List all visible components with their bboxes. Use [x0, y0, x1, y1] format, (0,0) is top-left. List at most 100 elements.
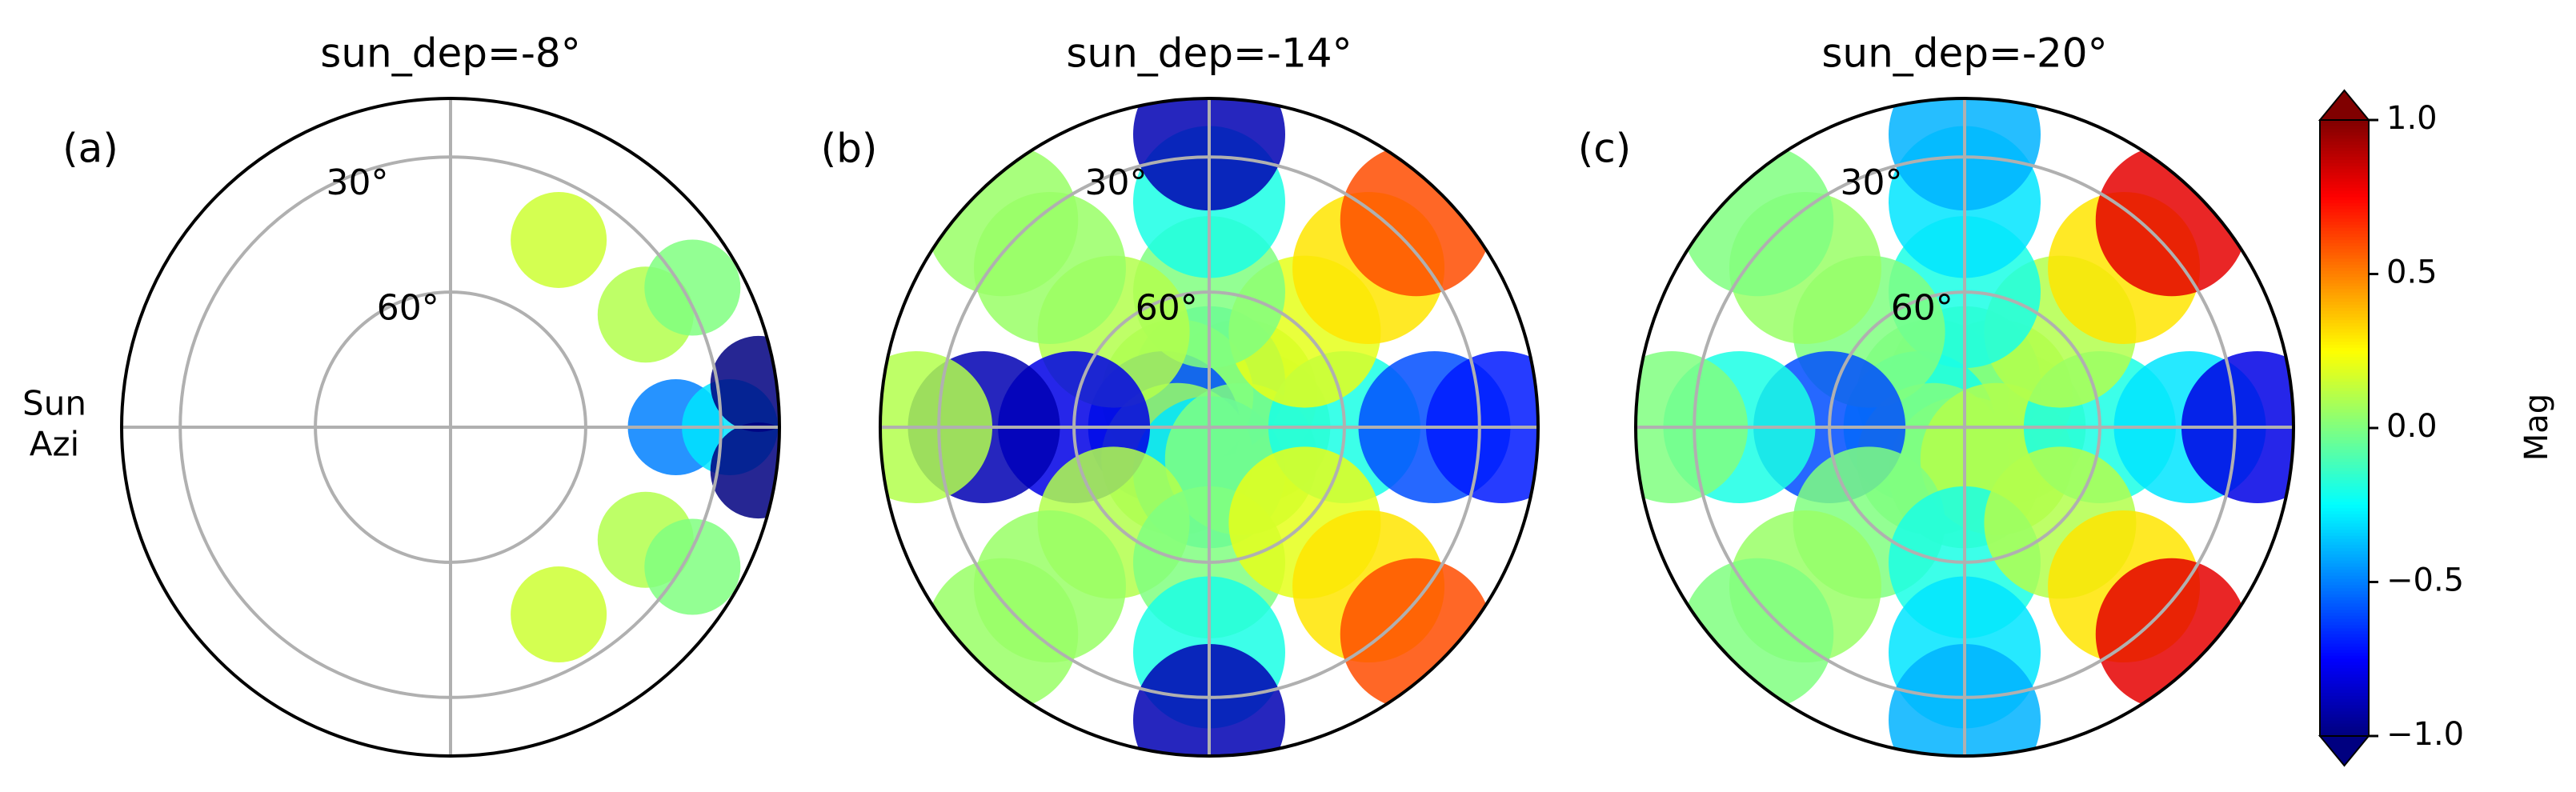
- panel-title: sun_dep=-14°: [1066, 30, 1352, 77]
- colorbar-slice: [2320, 390, 2369, 395]
- colorbar-slice: [2320, 194, 2369, 198]
- data-cell: [1340, 144, 1492, 297]
- colorbar-slice: [2320, 243, 2369, 247]
- colorbar-tick-label: 0.0: [2386, 408, 2438, 445]
- colorbar-extend-max: [2318, 89, 2371, 121]
- colorbar-slice: [2320, 468, 2369, 472]
- colorbar-slice: [2320, 215, 2369, 220]
- colorbar-slice: [2320, 480, 2369, 485]
- colorbar-slice: [2320, 437, 2369, 442]
- colorbar-slice: [2320, 264, 2369, 269]
- colorbar-slice: [2320, 258, 2369, 263]
- colorbar-slice: [2320, 603, 2369, 608]
- colorbar-slice: [2320, 671, 2369, 675]
- colorbar-slice: [2320, 646, 2369, 651]
- colorbar-slice: [2320, 249, 2369, 254]
- colorbar-slice: [2320, 637, 2369, 642]
- colorbar-slice: [2320, 486, 2369, 490]
- colorbar-slice: [2320, 495, 2369, 500]
- colorbar-slice: [2320, 508, 2369, 512]
- colorbar-slice: [2320, 693, 2369, 697]
- colorbar-slice: [2320, 369, 2369, 374]
- r-tick-label: 60°: [377, 287, 439, 328]
- colorbar-slice: [2320, 615, 2369, 620]
- colorbar-slice: [2320, 230, 2369, 235]
- colorbar-slice: [2320, 418, 2369, 423]
- colorbar-slice: [2320, 570, 2369, 574]
- colorbar-slice: [2320, 141, 2369, 146]
- r-tick-label: 60°: [1136, 287, 1198, 328]
- colorbar-slice: [2320, 160, 2369, 164]
- colorbar-slice: [2320, 135, 2369, 140]
- colorbar-slice: [2320, 514, 2369, 518]
- colorbar-slice: [2320, 591, 2369, 595]
- colorbar-slice: [2320, 307, 2369, 312]
- colorbar-slice: [2320, 640, 2369, 645]
- colorbar-slice: [2320, 520, 2369, 525]
- colorbar-slice: [2320, 726, 2369, 731]
- colorbar-slice: [2320, 502, 2369, 506]
- data-cell: [1681, 558, 1834, 710]
- colorbar-slice: [2320, 470, 2369, 475]
- colorbar-slice: [2320, 452, 2369, 457]
- polar-data: [511, 191, 779, 663]
- colorbar-slice: [2320, 187, 2369, 192]
- colorbar-slice: [2320, 378, 2369, 383]
- polar-frame: [879, 97, 1540, 758]
- colorbar-slice: [2320, 292, 2369, 297]
- colorbar-slice: [2320, 505, 2369, 510]
- colorbar-slice: [2320, 662, 2369, 666]
- data-cell: [926, 144, 1079, 297]
- colorbar-slice: [2320, 166, 2369, 170]
- colorbar-slice: [2320, 717, 2369, 722]
- colorbar-slice: [2320, 622, 2369, 626]
- colorbar-slice: [2320, 643, 2369, 648]
- colorbar-slice: [2320, 366, 2369, 370]
- colorbar-slice: [2320, 197, 2369, 202]
- colorbar-slice: [2320, 138, 2369, 142]
- data-cell: [710, 422, 779, 519]
- colorbar-slice: [2320, 434, 2369, 438]
- colorbar-slice: [2320, 631, 2369, 635]
- colorbar-slice: [2320, 206, 2369, 210]
- colorbar-slice: [2320, 280, 2369, 285]
- colorbar-slice: [2320, 400, 2369, 405]
- colorbar-slice: [2320, 462, 2369, 466]
- r-grid: [178, 155, 723, 699]
- r-grid: [937, 155, 1481, 699]
- colorbar-slice: [2320, 695, 2369, 700]
- data-cell: [2095, 558, 2248, 710]
- colorbar-tick-label: 1.0: [2386, 100, 2438, 137]
- colorbar-slice: [2320, 212, 2369, 217]
- polar-frame: [120, 97, 781, 758]
- colorbar-slice: [2320, 483, 2369, 488]
- colorbar-slice: [2320, 415, 2369, 420]
- colorbar-slice: [2320, 655, 2369, 660]
- colorbar-slice: [2320, 350, 2369, 355]
- colorbar-slice: [2320, 597, 2369, 602]
- colorbar-slice: [2320, 178, 2369, 182]
- colorbar-slice: [2320, 582, 2369, 586]
- colorbar-slice: [2320, 154, 2369, 158]
- colorbar-slice: [2320, 523, 2369, 528]
- colorbar-slice: [2320, 490, 2369, 494]
- r-tick-label: 30°: [1840, 162, 1902, 203]
- colorbar-slice: [2320, 162, 2369, 167]
- colorbar-slice: [2320, 600, 2369, 605]
- colorbar-slice: [2320, 578, 2369, 583]
- colorbar-slice: [2320, 446, 2369, 450]
- colorbar-slice: [2320, 157, 2369, 162]
- colorbar-slice: [2320, 375, 2369, 380]
- colorbar-slice: [2320, 267, 2369, 272]
- colorbar-slice: [2320, 588, 2369, 593]
- data-cell: [1340, 558, 1492, 710]
- colorbar-slice: [2320, 686, 2369, 691]
- colorbar-slice: [2320, 677, 2369, 682]
- colorbar-slice: [2320, 363, 2369, 367]
- r-tick-label: 30°: [1084, 162, 1147, 203]
- colorbar-slice: [2320, 394, 2369, 398]
- colorbar-slice: [2320, 305, 2369, 309]
- colorbar-slice: [2320, 329, 2369, 334]
- colorbar-slice: [2320, 385, 2369, 389]
